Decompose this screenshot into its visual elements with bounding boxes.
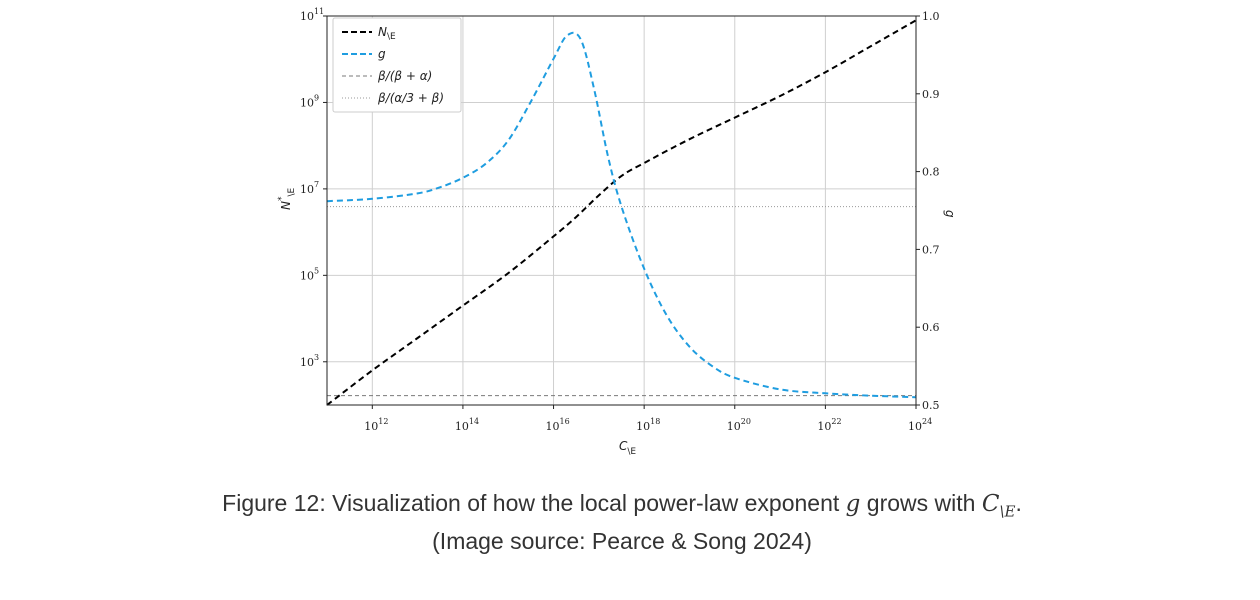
y-right-tick-label: 0.7 [922,243,940,256]
y-right-tick-label: 0.9 [922,88,940,101]
legend-label-beta-alpha3: β/(α/3 + β) [377,91,444,105]
y-right-tick-label: 0.5 [922,399,940,412]
caption-var-g: g [845,491,861,517]
y-right-tick-label: 0.6 [922,321,940,334]
y-left-tick-label: 105 [300,266,319,282]
legend-label-beta-alpha: β/(β + α) [377,69,432,83]
y-left-tick-label: 107 [300,180,319,196]
caption-text: Figure 12: Visualization of how the loca… [222,490,846,516]
y-right-tick-label: 1.0 [922,10,940,23]
caption-var-c-sub: \E [999,502,1016,521]
series-0-line [326,19,917,406]
x-tick-label: 1020 [727,417,751,433]
y-axis-right-label: g [943,210,957,218]
x-tick-label: 1022 [817,417,841,433]
series-1-line [326,31,917,399]
x-axis-label: C\E [619,439,636,457]
caption-period: . [1015,490,1022,516]
caption-var-c: C [981,491,1000,517]
figure-caption: Figure 12: Visualization of how the loca… [14,488,1230,527]
y-left-tick-label: 109 [300,93,319,109]
reference-lines [327,206,916,397]
axis-ticks: 1012 1014 1016 1018 1020 1022 1024 103 105 107 109… [300,7,940,433]
caption-text-mid: grows with [860,490,982,516]
series-lines [326,19,917,406]
x-tick-label: 1016 [546,417,570,433]
x-tick-label: 1024 [908,417,932,433]
chart: 1012 1014 1016 1018 1020 1022 1024 103 105 107 109… [277,7,957,457]
x-tick-label: 1012 [364,417,388,433]
legend-box [332,17,462,113]
y-right-tick-label: 0.8 [922,166,940,179]
y-axis-left-label: N*\E [277,187,297,210]
x-tick-label: 1014 [455,417,479,433]
legend-label-g: g [378,47,386,61]
legend: N\E g β/(β + α) β/(α/3 + β) [332,17,462,113]
x-tick-label: 1018 [636,417,660,433]
y-left-tick-label: 103 [300,353,319,369]
y-left-tick-label: 1011 [300,7,324,23]
image-source-caption: (Image source: Pearce & Song 2024) [432,528,812,554]
legend-label-n: N\E [378,25,396,42]
plot-frame [326,15,917,406]
